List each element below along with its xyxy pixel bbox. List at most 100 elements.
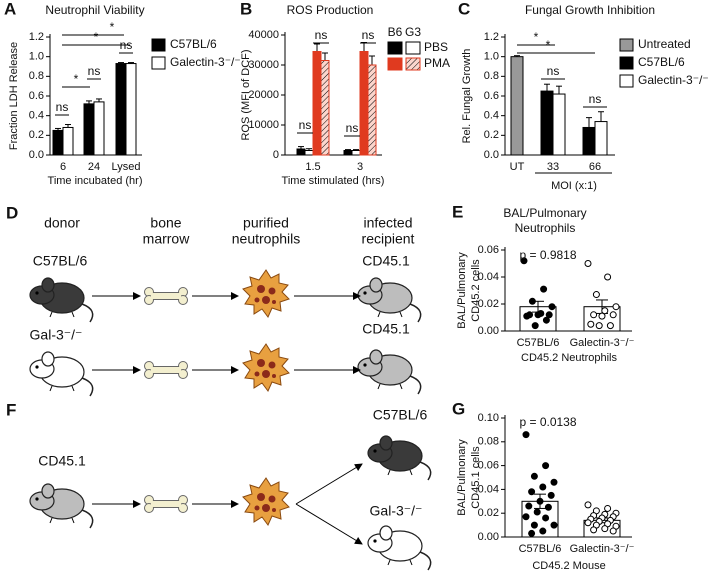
y-tick-label: 0.6 — [29, 90, 44, 102]
step-label: infected — [363, 215, 412, 231]
legend-label: C57BL/6 — [638, 55, 685, 69]
y-axis-label: Rel. Fungal Growth — [461, 49, 473, 144]
bone-icon — [144, 287, 188, 305]
data-point — [550, 521, 558, 529]
data-point — [544, 503, 552, 511]
y-tick-label: 0.10 — [478, 412, 499, 424]
data-point — [534, 311, 542, 319]
x-tick-label: 66 — [589, 161, 601, 173]
donor-label: CD45.1 — [38, 453, 86, 469]
data-point — [536, 497, 544, 505]
mouse-icon — [357, 277, 422, 323]
data-point — [604, 273, 612, 281]
data-point — [531, 322, 539, 330]
data-point — [590, 311, 598, 319]
legend-swatch — [387, 57, 403, 71]
annotation: ns — [589, 92, 602, 106]
data-point — [584, 501, 592, 509]
data-point — [584, 519, 592, 527]
bar — [320, 60, 330, 156]
data-point — [612, 303, 620, 311]
y-tick-label: 0.08 — [478, 436, 499, 448]
data-point — [540, 285, 548, 293]
annotation: ns — [315, 28, 328, 42]
annotation: p = 0.0138 — [519, 415, 576, 429]
bar — [296, 148, 306, 156]
data-point — [598, 312, 606, 320]
y-tick-label: 0.0 — [29, 149, 44, 161]
bar — [510, 56, 524, 156]
x-tick-label: 6 — [60, 161, 66, 173]
panel-label: A — [4, 0, 16, 18]
bar — [359, 51, 369, 156]
neutrophil-icon — [242, 269, 290, 318]
x-axis-label: CD45.2 Mouse — [532, 560, 605, 572]
data-point — [542, 514, 550, 522]
bone-icon — [144, 361, 188, 379]
x-tick-label: 24 — [88, 161, 100, 173]
y-tick-label: 0.06 — [478, 460, 499, 472]
data-point — [606, 322, 614, 330]
mouse-icon — [29, 351, 94, 397]
legend-swatch — [405, 57, 421, 71]
y-tick-label: 1.2 — [29, 31, 44, 43]
y-tick-label: 20000 — [248, 89, 279, 101]
data-point — [528, 488, 536, 496]
y-tick-label: 0.00 — [478, 325, 499, 337]
y-tick-label: 0.2 — [484, 129, 499, 141]
legend-label: C57BL/6 — [170, 37, 217, 51]
annotation: ns — [88, 64, 101, 78]
data-point — [533, 508, 541, 516]
legend-label: PMA — [424, 56, 450, 70]
annotation: * — [94, 30, 99, 44]
legend-label: Galectin-3⁻/⁻ — [170, 55, 241, 69]
y-tick-label: 1.0 — [484, 51, 499, 63]
data-point — [584, 260, 592, 267]
bar — [351, 150, 361, 156]
neutrophil-icon — [242, 343, 290, 392]
panel-label: G — [452, 399, 465, 418]
y-tick-label: 0.00 — [478, 531, 499, 543]
y-tick-label: 0.8 — [29, 70, 44, 82]
data-point — [587, 320, 595, 328]
legend-swatch — [151, 38, 166, 52]
data-point — [550, 478, 558, 486]
y-axis-label: ROS (MFI of DCF) — [240, 49, 252, 140]
legend-label: Untreated — [638, 37, 691, 51]
annotation: ns — [547, 64, 560, 78]
annotation: * — [74, 72, 79, 86]
y-tick-label: 1.0 — [29, 51, 44, 63]
recipient-label: Gal-3⁻/⁻ — [370, 503, 423, 519]
y-axis-label: CD45.2 cells — [470, 259, 482, 322]
x-tick-label: Galectin-3⁻/⁻ — [570, 543, 635, 555]
legend-swatch — [619, 56, 634, 70]
annotation: * — [546, 38, 551, 52]
x-tick-label: 1.5 — [305, 161, 320, 173]
annotation: ns — [299, 118, 312, 132]
y-tick-label: 0.02 — [478, 507, 499, 519]
data-point — [520, 257, 528, 265]
recipient-label: CD45.1 — [362, 321, 410, 337]
y-tick-label: 0.4 — [29, 110, 44, 122]
data-point — [547, 491, 555, 499]
data-point — [522, 513, 530, 521]
bar — [52, 129, 64, 156]
annotation: * — [534, 30, 539, 44]
bar — [582, 126, 596, 156]
mouse-icon — [29, 483, 94, 529]
data-point — [542, 316, 550, 324]
panel-label: F — [6, 400, 16, 419]
legend-swatch — [619, 38, 634, 52]
bar — [552, 93, 566, 156]
x-axis-label: Time stimulated (hrs) — [282, 175, 385, 187]
data-point — [539, 527, 547, 535]
chart-title: ROS Production — [287, 3, 374, 17]
bar — [312, 51, 322, 156]
data-point — [539, 483, 547, 491]
data-point — [609, 311, 617, 319]
step-label: marrow — [143, 231, 191, 247]
panel-label: D — [6, 203, 18, 222]
data-point — [545, 311, 553, 319]
mouse-icon — [29, 277, 94, 323]
bar — [367, 64, 377, 156]
